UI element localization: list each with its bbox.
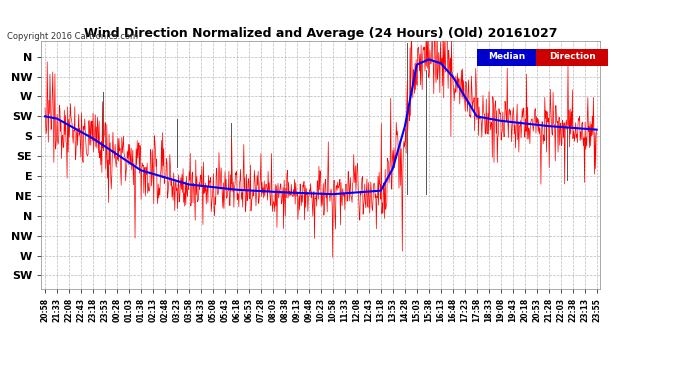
Text: Direction: Direction [549, 53, 595, 62]
Text: Copyright 2016 Cartronics.com: Copyright 2016 Cartronics.com [7, 32, 138, 41]
Title: Wind Direction Normalized and Average (24 Hours) (Old) 20161027: Wind Direction Normalized and Average (2… [84, 27, 558, 40]
Text: Median: Median [488, 53, 525, 62]
